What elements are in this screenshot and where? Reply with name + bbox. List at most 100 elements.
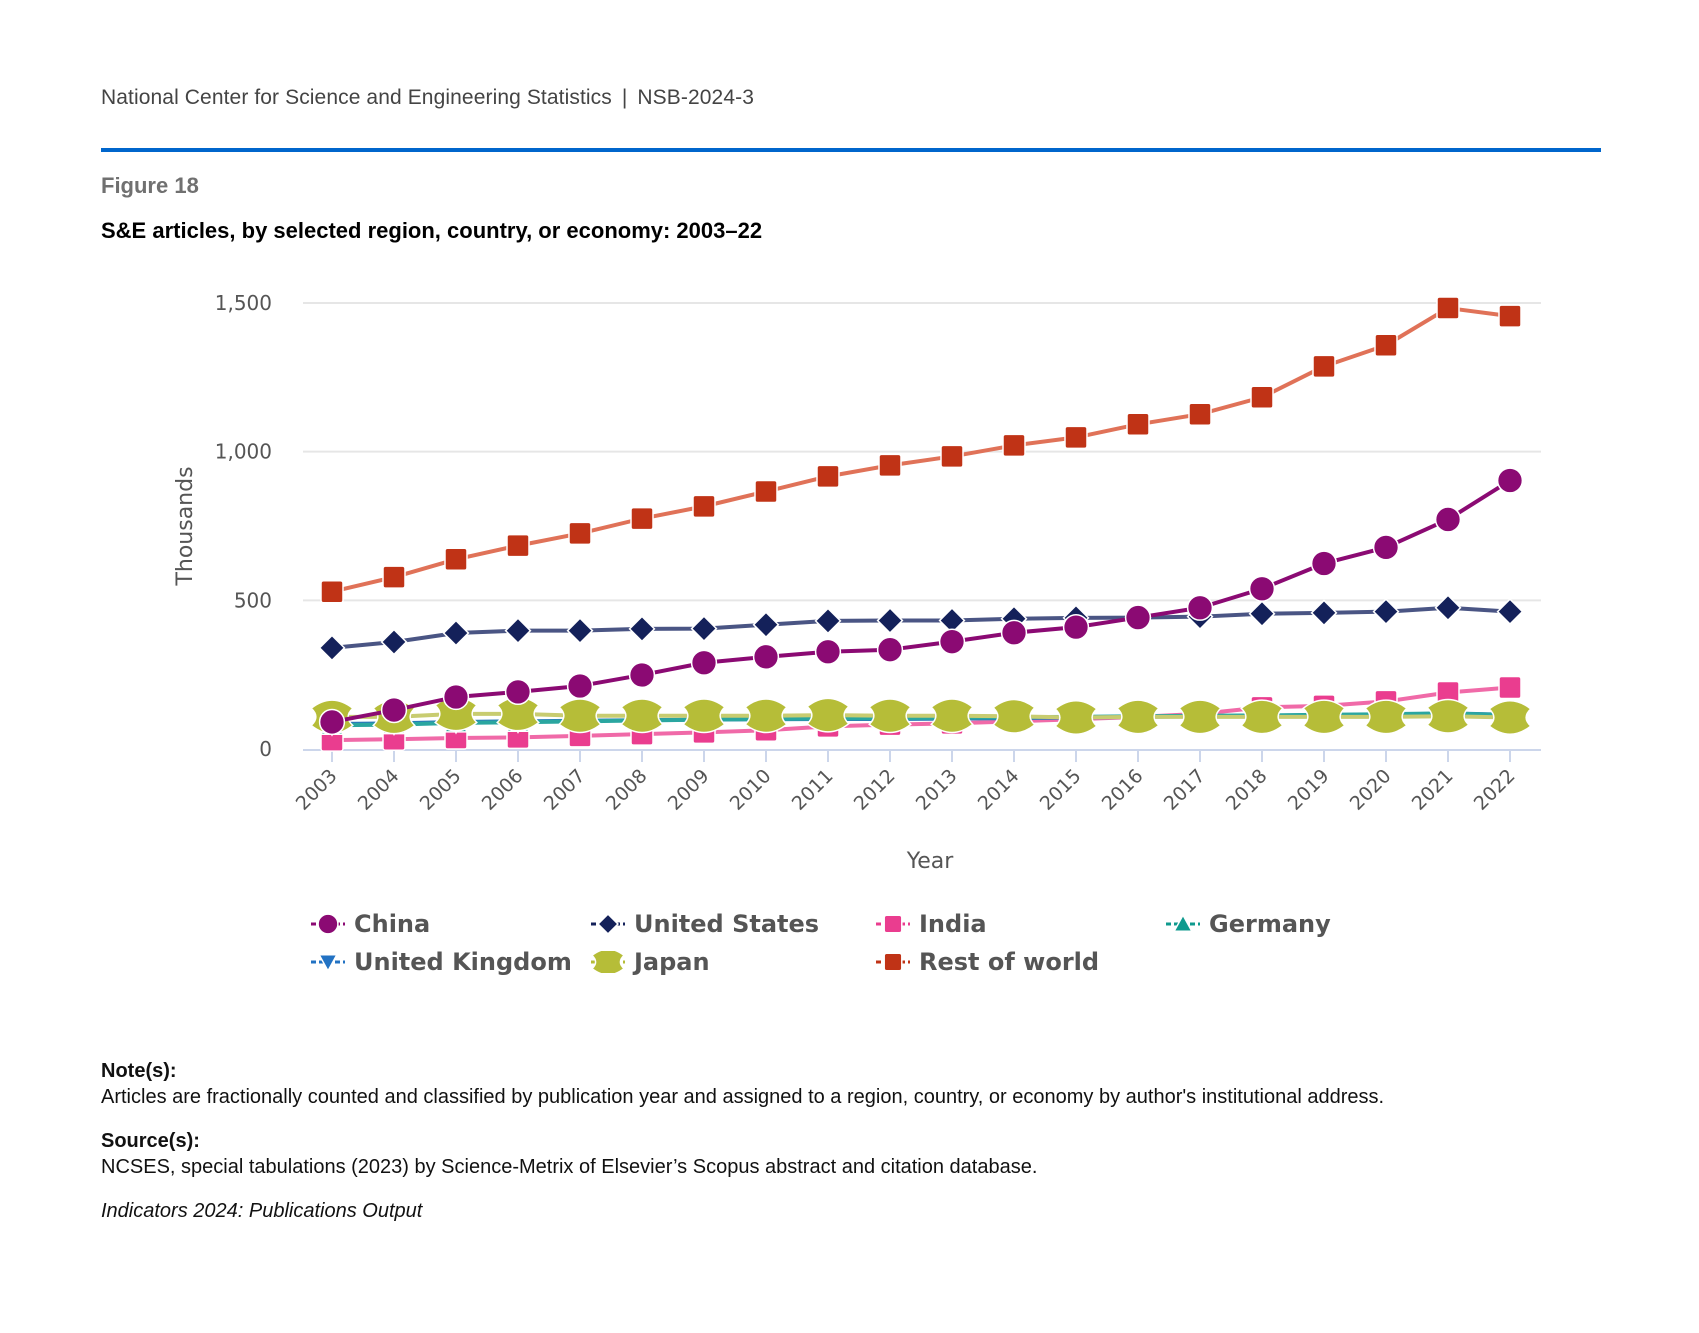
- data-point-japan: [930, 698, 974, 734]
- data-point-japan: [1302, 699, 1346, 735]
- data-point-rest-of-world: [630, 506, 654, 531]
- x-tick-label: 2011: [788, 765, 838, 815]
- data-point-united-states: [628, 615, 656, 643]
- data-point-united-states: [566, 617, 594, 645]
- data-point-rest-of-world: [1126, 412, 1150, 437]
- legend-item-germany[interactable]: Germany: [1165, 910, 1331, 938]
- data-point-japan: [868, 698, 912, 734]
- data-point-china: [1372, 534, 1400, 561]
- data-point-china: [628, 661, 656, 689]
- x-axis-title: Year: [906, 849, 955, 874]
- data-point-rest-of-world: [940, 444, 964, 469]
- data-point-united-states: [690, 615, 718, 643]
- x-tick-label: 2018: [1222, 765, 1272, 815]
- series-japan: [310, 696, 1532, 735]
- data-point-china: [1062, 613, 1090, 641]
- data-point-china: [1124, 604, 1152, 631]
- legend-marker-triangle-down-icon: [311, 954, 345, 973]
- y-axis-title: Thousands: [173, 466, 198, 586]
- data-point-rest-of-world: [382, 565, 406, 589]
- data-point-japan: [1116, 699, 1160, 735]
- x-tick-label: 2004: [354, 765, 404, 815]
- legend-label: India: [919, 910, 987, 938]
- data-point-china: [938, 628, 966, 655]
- data-point-china: [1310, 550, 1338, 577]
- legend-item-china[interactable]: China: [310, 910, 430, 938]
- data-point-japan: [1426, 698, 1470, 734]
- data-point-united-states: [1310, 599, 1338, 627]
- data-point-united-states: [504, 617, 532, 645]
- legend-item-united-states[interactable]: United States: [590, 910, 819, 938]
- data-point-united-states: [318, 634, 346, 662]
- x-axis: 2003 2004 2005 2006 2007 2008 2009 2010 2011 2012…: [292, 749, 1541, 815]
- data-point-rest-of-world: [816, 464, 840, 489]
- data-point-japan: [1178, 699, 1222, 735]
- data-point-rest-of-world: [444, 547, 468, 572]
- y-tick-label: 500: [234, 588, 272, 612]
- data-point-rest-of-world: [1498, 304, 1522, 328]
- x-tick-label: 2015: [1036, 765, 1086, 815]
- data-point-japan: [620, 698, 664, 734]
- legend-symbol: [317, 954, 339, 973]
- data-point-rest-of-world: [506, 533, 530, 558]
- data-point-japan: [992, 698, 1036, 734]
- header-separator: |: [621, 86, 628, 109]
- legend-label: China: [354, 910, 431, 938]
- data-point-china: [1186, 594, 1214, 621]
- data-point-japan: [1488, 699, 1532, 735]
- data-point-rest-of-world: [692, 494, 716, 519]
- series-united-states: [318, 594, 1524, 662]
- legend-marker-diamond-icon: [591, 913, 625, 935]
- x-tick-label: 2021: [1408, 765, 1458, 815]
- legend-marker-square-icon: [876, 914, 910, 934]
- legend-symbol: [597, 913, 619, 935]
- data-point-japan: [558, 698, 602, 734]
- data-point-china: [814, 638, 842, 665]
- legend-item-united-kingdom[interactable]: United Kingdom: [310, 948, 572, 976]
- x-tick-label: 2017: [1160, 765, 1210, 815]
- data-point-china: [1000, 619, 1028, 646]
- data-point-rest-of-world: [878, 453, 902, 478]
- figure-title: S&E articles, by selected region, countr…: [101, 218, 763, 243]
- legend-item-india[interactable]: India: [875, 910, 987, 938]
- data-point-japan: [744, 698, 788, 734]
- data-point-rest-of-world: [1002, 433, 1026, 458]
- data-point-united-states: [1248, 600, 1276, 628]
- data-point-china: [1496, 467, 1524, 494]
- data-point-japan: [1240, 699, 1284, 735]
- data-point-united-states: [1434, 594, 1462, 622]
- x-tick-label: 2013: [912, 765, 962, 815]
- legend-symbol: [590, 951, 626, 973]
- data-point-japan: [1054, 699, 1098, 735]
- x-tick-label: 2008: [602, 765, 652, 815]
- source-text: NCSES, special tabulations (2023) by Sci…: [101, 1156, 1038, 1178]
- legend-item-japan[interactable]: Japan: [590, 948, 710, 976]
- notes-heading: Note(s):: [101, 1060, 177, 1082]
- x-tick-label: 2003: [292, 765, 342, 815]
- y-tick-label: 1,500: [215, 291, 272, 315]
- data-point-china: [876, 636, 904, 663]
- data-point-japan: [682, 698, 726, 734]
- x-tick-label: 2007: [540, 765, 590, 815]
- legend-label: Germany: [1209, 910, 1331, 938]
- figure-label: Figure 18: [101, 173, 199, 198]
- legend-symbol: [317, 913, 339, 935]
- x-tick-label: 2010: [726, 765, 776, 815]
- x-tick-label: 2012: [850, 765, 900, 815]
- data-point-rest-of-world: [320, 579, 344, 604]
- data-point-rest-of-world: [1064, 425, 1088, 450]
- legend-item-rest-of-world[interactable]: Rest of world: [875, 948, 1099, 976]
- legend-symbol: [883, 914, 903, 934]
- data-point-united-states: [1496, 598, 1524, 626]
- data-point-rest-of-world: [1250, 385, 1274, 410]
- data-point-china: [1434, 506, 1462, 533]
- x-tick-label: 2020: [1346, 765, 1396, 815]
- x-tick-label: 2016: [1098, 765, 1148, 815]
- series-layer: [310, 296, 1532, 752]
- series-rest-of-world: [320, 296, 1522, 604]
- legend-label: Japan: [634, 948, 710, 976]
- data-point-china: [380, 696, 408, 724]
- gridlines: [303, 302, 1541, 602]
- data-point-united-states: [442, 619, 470, 647]
- y-axis-ticks: 0 500 1,000 1,500: [215, 291, 272, 761]
